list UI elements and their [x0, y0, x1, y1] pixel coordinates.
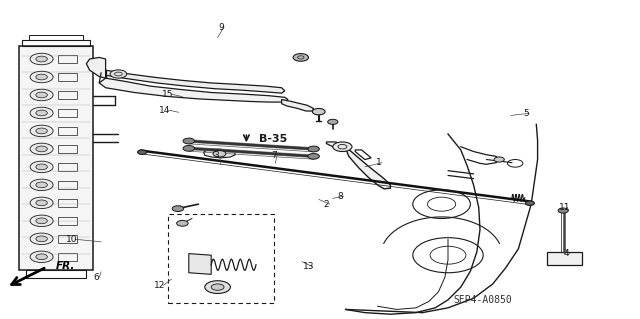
- Text: 3: 3: [214, 151, 219, 160]
- Bar: [58, 127, 77, 135]
- Circle shape: [36, 92, 47, 98]
- Circle shape: [172, 206, 184, 211]
- Text: 9: 9: [218, 23, 223, 32]
- Bar: [58, 235, 77, 243]
- Circle shape: [36, 182, 47, 188]
- Text: B-35: B-35: [259, 134, 287, 144]
- Polygon shape: [101, 70, 285, 93]
- Text: 1: 1: [376, 158, 381, 167]
- Circle shape: [36, 164, 47, 170]
- Circle shape: [36, 218, 47, 224]
- Circle shape: [308, 146, 319, 152]
- Polygon shape: [326, 142, 346, 150]
- Text: FR.: FR.: [56, 261, 75, 271]
- Circle shape: [36, 200, 47, 206]
- Circle shape: [30, 179, 53, 191]
- Circle shape: [30, 53, 53, 65]
- Bar: [19, 46, 93, 270]
- Polygon shape: [204, 149, 236, 158]
- Polygon shape: [99, 78, 288, 102]
- Circle shape: [30, 125, 53, 137]
- Bar: [58, 73, 77, 81]
- Bar: [547, 252, 582, 265]
- Bar: [26, 270, 86, 278]
- Circle shape: [30, 197, 53, 209]
- Circle shape: [558, 208, 568, 213]
- Text: 14: 14: [159, 106, 171, 115]
- Circle shape: [138, 150, 147, 154]
- Circle shape: [36, 74, 47, 80]
- Bar: [58, 181, 77, 189]
- Bar: [58, 91, 77, 99]
- Circle shape: [183, 138, 195, 144]
- Circle shape: [293, 54, 308, 61]
- Circle shape: [30, 233, 53, 245]
- Circle shape: [36, 254, 47, 260]
- Text: 7: 7: [271, 151, 276, 160]
- Circle shape: [30, 107, 53, 119]
- Text: 13: 13: [303, 262, 314, 271]
- Circle shape: [312, 108, 325, 115]
- Circle shape: [36, 146, 47, 152]
- Circle shape: [36, 56, 47, 62]
- Bar: [58, 253, 77, 261]
- Circle shape: [525, 201, 534, 205]
- Text: 6: 6: [93, 273, 99, 282]
- Circle shape: [110, 70, 127, 78]
- Circle shape: [333, 142, 352, 152]
- Circle shape: [30, 89, 53, 101]
- Text: 8: 8: [338, 192, 343, 201]
- Circle shape: [36, 236, 47, 242]
- Text: 2: 2: [324, 200, 329, 209]
- Circle shape: [205, 281, 230, 293]
- Text: 4: 4: [564, 249, 569, 258]
- Circle shape: [328, 119, 338, 124]
- Circle shape: [30, 161, 53, 173]
- Text: 11: 11: [559, 203, 570, 212]
- Circle shape: [308, 153, 319, 159]
- Circle shape: [36, 110, 47, 116]
- Bar: [58, 109, 77, 117]
- Polygon shape: [86, 57, 106, 78]
- Circle shape: [30, 251, 53, 263]
- Circle shape: [183, 145, 195, 151]
- Circle shape: [494, 157, 504, 162]
- Bar: [29, 35, 83, 40]
- Circle shape: [213, 151, 226, 157]
- Text: 12: 12: [154, 281, 166, 290]
- Bar: [58, 145, 77, 153]
- Bar: [58, 217, 77, 225]
- Bar: [22, 40, 90, 46]
- Bar: [58, 199, 77, 207]
- Circle shape: [30, 215, 53, 226]
- Circle shape: [36, 128, 47, 134]
- Bar: [58, 55, 77, 63]
- Text: 15: 15: [162, 90, 173, 99]
- Polygon shape: [189, 254, 211, 274]
- Circle shape: [30, 143, 53, 155]
- Text: 5: 5: [524, 109, 529, 118]
- Text: 10: 10: [66, 235, 77, 244]
- Circle shape: [177, 220, 188, 226]
- Circle shape: [211, 284, 224, 290]
- Polygon shape: [282, 100, 314, 111]
- Bar: [58, 163, 77, 171]
- Text: SEP4-A0850: SEP4-A0850: [454, 295, 513, 305]
- Circle shape: [30, 71, 53, 83]
- Polygon shape: [339, 147, 390, 189]
